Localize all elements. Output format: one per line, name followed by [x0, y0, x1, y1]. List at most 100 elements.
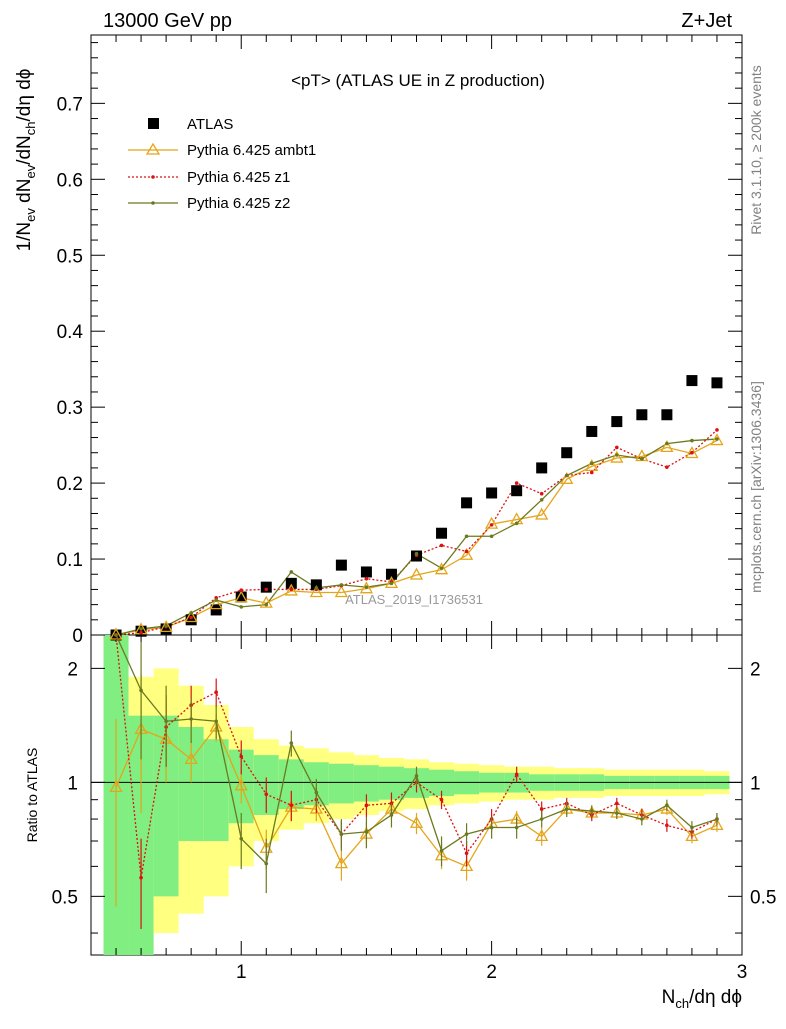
- atlas-data-point: [436, 527, 448, 539]
- z1-data-point: [690, 450, 694, 455]
- ambt1-data-point: [610, 450, 624, 463]
- legend: ATLAS Pythia 6.425 ambt1 Pythia 6.425 z1…: [128, 116, 316, 212]
- z2-data-point: [665, 441, 669, 446]
- ambt1-data-point: [109, 627, 123, 640]
- main-ytick-label: 0.7: [57, 94, 83, 115]
- main-ylabel: 1/Nev dNev/dNch/dη dϕ: [14, 69, 38, 252]
- z1-data-point: [439, 543, 444, 548]
- atlas-data-point: [486, 487, 498, 499]
- ratio-series-layer: [109, 633, 724, 929]
- z2-data-point: [164, 624, 168, 628]
- ambt1-data-point: [284, 583, 298, 596]
- ambt1-data-point: [184, 610, 198, 623]
- z1-data-point: [539, 491, 544, 496]
- main-ytick-label: 0.1: [57, 550, 83, 571]
- ratio-point: [464, 832, 469, 836]
- ratio-point: [264, 792, 269, 797]
- ratio-ytick-label-left: 2: [67, 659, 78, 680]
- z2-data-point: [289, 570, 294, 574]
- ambt1-data-point: [710, 433, 724, 446]
- ratio-point: [439, 848, 444, 853]
- z1-data-point: [489, 523, 494, 527]
- atlas-data-point: [360, 566, 372, 578]
- main-axis-ticks: 0 0.1 0.2 0.3 0.4 0.5 0.6 0.7: [57, 35, 742, 647]
- ratio-ambt1-point: [334, 856, 348, 869]
- ratio-point: [264, 861, 269, 866]
- main-ytick-label: 0.3: [57, 398, 83, 419]
- ratio-uncertainty-bands: [103, 635, 730, 955]
- legend-marker-z1: [151, 175, 155, 179]
- z1-data-point: [715, 428, 719, 432]
- z1-data-point: [364, 576, 369, 581]
- z2-data-point: [464, 534, 469, 539]
- z1-data-point: [615, 445, 619, 450]
- ambt1-data-point: [334, 585, 348, 598]
- z1-data-point: [264, 587, 269, 592]
- z2-data-point: [139, 627, 143, 631]
- analysis-watermark: ATLAS_2019_I1736531: [345, 592, 483, 607]
- ambt1-data-point: [409, 567, 424, 580]
- ratio-ambt1-point: [184, 752, 198, 765]
- ratio-ambt1-point: [309, 801, 323, 814]
- ratio-point: [314, 790, 319, 795]
- ratio-point: [339, 832, 344, 836]
- ratio-point: [289, 741, 294, 745]
- z2-data-point: [589, 461, 594, 466]
- ambt1-data-point: [384, 576, 399, 589]
- ambt1-data-point: [234, 590, 248, 603]
- ratio-point: [665, 823, 669, 828]
- legend-marker-ambt1: [145, 142, 161, 155]
- z2-data-point: [489, 534, 494, 539]
- z2-data-point: [539, 498, 544, 502]
- ratio-ambt1-point: [710, 817, 724, 830]
- ratio-point: [139, 875, 143, 880]
- z1-data-point: [289, 587, 294, 592]
- atlas-data-point: [511, 485, 523, 497]
- ratio-point: [539, 807, 544, 811]
- ratio-point: [514, 772, 519, 777]
- ratio-point: [615, 801, 619, 806]
- z2-data-point: [364, 585, 369, 589]
- ratio-ytick-label-left: 0.5: [52, 887, 78, 908]
- legend-marker-z2: [151, 201, 155, 205]
- ratio-xtick-label: 2: [486, 962, 497, 983]
- z2-data-point: [314, 586, 319, 590]
- z2-data-point: [640, 456, 644, 461]
- legend-marker-atlas: [148, 118, 159, 129]
- ratio-point: [189, 717, 193, 721]
- ratio-ambt1-point: [459, 859, 474, 872]
- ratio-ytick-label-left: 1: [67, 773, 78, 794]
- ratio-ambt1-point: [535, 829, 549, 842]
- atlas-data-point: [636, 409, 648, 421]
- z1-data-point: [464, 549, 469, 554]
- ambt1-data-point: [434, 562, 449, 575]
- ratio-point: [615, 811, 619, 815]
- z2-data-point: [514, 521, 519, 526]
- ratio-ylabel: Ratio to ATLAS: [24, 748, 40, 843]
- ambt1-data-point: [209, 597, 223, 610]
- main-series-layer: [109, 375, 724, 641]
- ratio-ytick-label-right: 0.5: [750, 887, 776, 908]
- z1-data-point: [139, 630, 143, 635]
- ratio-ytick-label-right: 1: [750, 773, 761, 794]
- ambt1-data-point: [660, 440, 674, 453]
- ambt1-data-point: [685, 446, 699, 459]
- z2-data-point: [214, 598, 218, 602]
- main-ytick-label: 0: [72, 626, 83, 647]
- main-ytick-label: 0.4: [57, 322, 84, 343]
- ratio-xtick-label: 1: [236, 962, 247, 983]
- z2-data-point: [264, 602, 269, 607]
- atlas-data-point: [310, 579, 322, 591]
- plot-title: <pT> (ATLAS UE in Z production): [291, 71, 545, 90]
- ambt1-data-point: [159, 620, 173, 633]
- ratio-point: [364, 830, 369, 834]
- legend-label-ambt1: Pythia 6.425 ambt1: [187, 142, 316, 159]
- ratio-point: [389, 813, 394, 817]
- ratio-ambt1-point: [409, 815, 424, 828]
- atlas-data-point: [385, 568, 397, 580]
- z2-data-point: [339, 583, 344, 587]
- ratio-point: [665, 803, 669, 808]
- ambt1-data-point: [459, 547, 474, 560]
- ratio-xlabel: Nch/dη dϕ: [662, 987, 742, 1011]
- ratio-point: [214, 690, 218, 695]
